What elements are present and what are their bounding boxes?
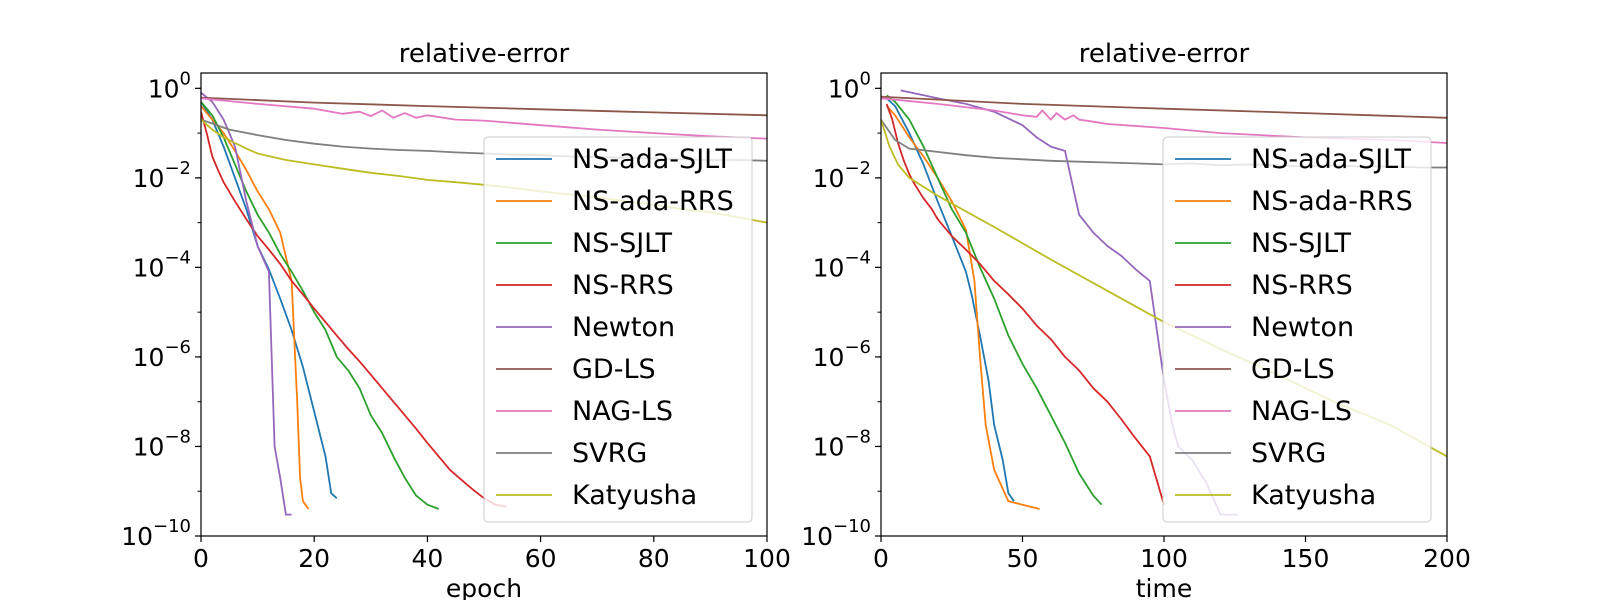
y-tick-label: 100: [828, 68, 871, 103]
legend-label: NAG-LS: [1251, 396, 1352, 427]
y-tick-label: 10−4: [813, 247, 871, 282]
series-line-ns-rrs: [201, 111, 507, 508]
legend-entry: NS-ada-SJLT: [1175, 144, 1411, 175]
x-tick-label: 20: [298, 544, 330, 573]
legend-entry: NS-SJLT: [496, 228, 673, 259]
legend-entry: NAG-LS: [1175, 396, 1352, 427]
legend: NS-ada-SJLT NS-ada-RRS NS-SJLT NS-RRS Newton…: [483, 136, 753, 523]
legend-box: [1162, 136, 1432, 523]
legend-entry: NAG-LS: [496, 396, 673, 427]
chart-panel-time: relative-error 0 50 100 150 200 100 10−2 10−4 10…: [801, 39, 1471, 600]
plot-frame: [880, 72, 1448, 537]
legend-entry: Newton: [496, 312, 675, 343]
y-tick-label: 100: [148, 68, 191, 103]
x-axis-label: time: [1136, 574, 1192, 600]
legend-label: GD-LS: [1251, 354, 1335, 385]
legend-entry: Katyusha: [496, 480, 697, 511]
legend-label: Newton: [1251, 312, 1354, 343]
legend-label: NS-ada-SJLT: [572, 144, 732, 175]
series-line-ns-sjlt: [886, 94, 1103, 506]
x-tick-label: 60: [525, 544, 557, 573]
legend-entry: Newton: [1175, 312, 1354, 343]
plot-frame: [200, 72, 768, 537]
series-line-ns-ada-sjlt: [201, 101, 338, 499]
axis-ticks: 0 50 100 150 200 100 10−2 10−4 10−6 10−8 10−10: [801, 68, 1471, 573]
legend-label: NS-ada-RRS: [572, 186, 734, 217]
legend-label: NS-SJLT: [1251, 228, 1352, 259]
x-tick-label: 0: [873, 544, 889, 573]
legend-entry: NS-ada-SJLT: [496, 144, 732, 175]
legend-label: NS-SJLT: [572, 228, 673, 259]
axis-ticks: 0 20 40 60 80 100 100 10−2 10−4 10−6 10−8 10−10: [121, 68, 791, 573]
x-tick-label: 0: [193, 544, 209, 573]
y-tick-label: 10−10: [801, 516, 871, 551]
x-axis-label: epoch: [446, 574, 522, 600]
y-tick-label: 10−6: [133, 337, 191, 372]
y-tick-label: 10−6: [813, 337, 871, 372]
legend-label: NS-RRS: [1251, 270, 1353, 301]
series-line-nag-ls: [201, 97, 767, 140]
y-tick-label: 10−10: [121, 516, 191, 551]
legend-label: Newton: [572, 312, 675, 343]
x-tick-label: 50: [1007, 544, 1039, 573]
series-line-newton: [201, 91, 292, 516]
x-tick-label: 100: [1140, 544, 1188, 573]
chart-panel-epoch: relative-error 0 20 40 60 80 100 100 10−2 10−4 10…: [121, 39, 791, 600]
legend-label: GD-LS: [572, 354, 656, 385]
series-line-ns-ada-rrs: [886, 105, 1040, 510]
legend-entry: GD-LS: [496, 354, 656, 385]
legend-label: SVRG: [572, 438, 647, 469]
series-line-gd-ls: [201, 96, 767, 117]
legend-entry: Katyusha: [1175, 480, 1376, 511]
x-tick-label: 80: [638, 544, 670, 573]
legend-entry: NS-ada-RRS: [496, 186, 734, 217]
x-tick-label: 200: [1423, 544, 1471, 573]
legend-label: NS-ada-SJLT: [1251, 144, 1411, 175]
series-line-ns-ada-rrs: [201, 105, 310, 510]
legend-entry: NS-SJLT: [1175, 228, 1352, 259]
legend-label: NAG-LS: [572, 396, 673, 427]
series-line-ns-rrs: [885, 103, 1165, 505]
legend-entry: GD-LS: [1175, 354, 1335, 385]
legend-label: SVRG: [1251, 438, 1326, 469]
legend-label: Katyusha: [572, 480, 697, 511]
y-tick-label: 10−2: [813, 158, 871, 193]
series-line-gd-ls: [881, 95, 1447, 119]
y-tick-label: 10−8: [813, 426, 871, 461]
series-line-ns-ada-sjlt: [886, 97, 1015, 502]
y-tick-label: 10−4: [133, 247, 191, 282]
legend-label: Katyusha: [1251, 480, 1376, 511]
y-tick-label: 10−8: [133, 426, 191, 461]
legend: NS-ada-SJLT NS-ada-RRS NS-SJLT NS-RRS Newton…: [1162, 136, 1432, 523]
legend-box: [483, 136, 753, 523]
x-tick-label: 40: [411, 544, 443, 573]
series-line-nag-ls: [881, 97, 1447, 144]
legend-entry: SVRG: [496, 438, 647, 469]
x-tick-label: 150: [1282, 544, 1330, 573]
chart-title: relative-error: [399, 39, 570, 69]
legend-entry: NS-RRS: [1175, 270, 1353, 301]
legend-entry: SVRG: [1175, 438, 1326, 469]
legend-entry: NS-RRS: [496, 270, 674, 301]
legend-label: NS-ada-RRS: [1251, 186, 1413, 217]
chart-title: relative-error: [1079, 39, 1250, 69]
x-tick-label: 100: [743, 544, 791, 573]
legend-label: NS-RRS: [572, 270, 674, 301]
y-tick-label: 10−2: [133, 158, 191, 193]
legend-entry: NS-ada-RRS: [1175, 186, 1413, 217]
